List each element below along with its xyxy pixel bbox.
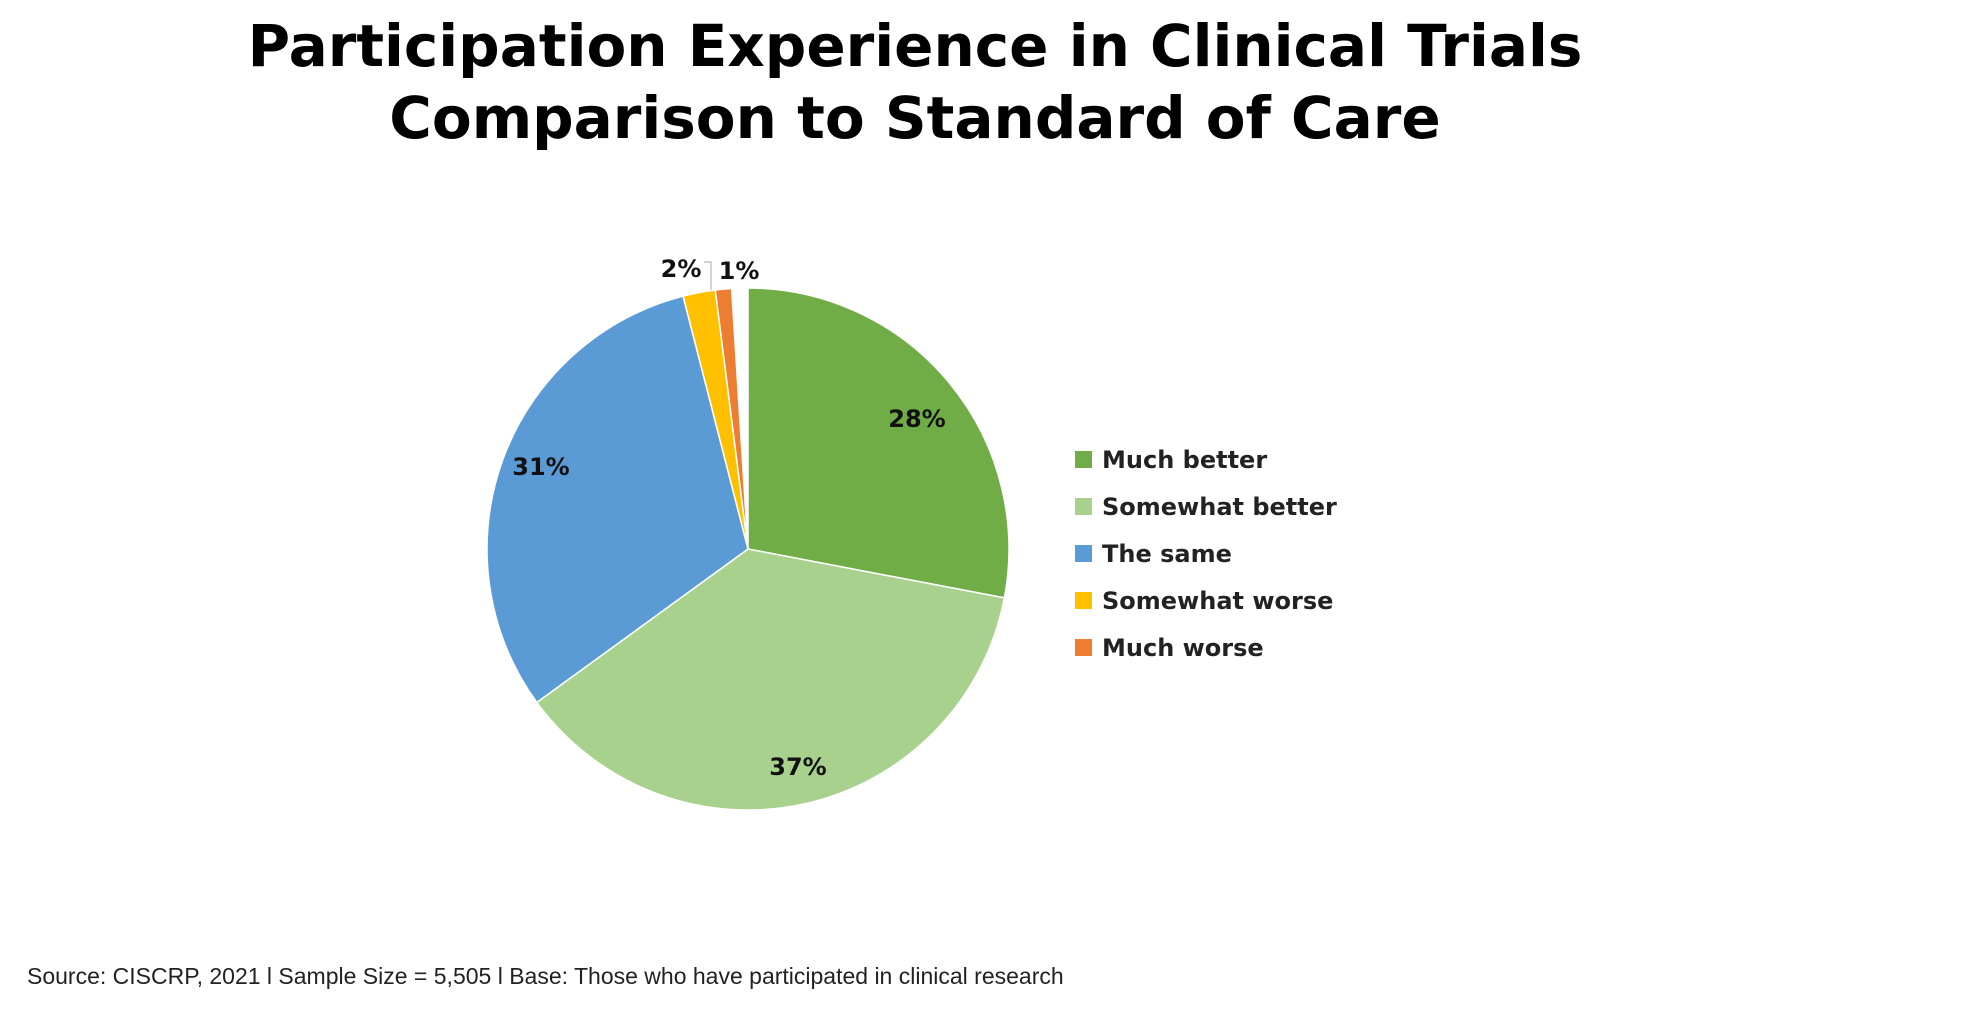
legend-label: Somewhat better xyxy=(1102,492,1337,521)
pie-slice-the-same xyxy=(486,295,749,704)
leader-line xyxy=(704,261,712,290)
data-label: 31% xyxy=(512,453,569,481)
legend: Much better Somewhat better The same Som… xyxy=(1075,436,1337,671)
legend-item-somewhat-worse: Somewhat worse xyxy=(1075,577,1337,624)
data-label: 28% xyxy=(888,405,945,433)
pie-slice-much-better xyxy=(747,287,1010,599)
legend-item-much-better: Much better xyxy=(1075,436,1337,483)
legend-swatch xyxy=(1075,498,1092,515)
pie-slice-much-worse xyxy=(714,287,749,550)
legend-label: Much better xyxy=(1102,445,1268,474)
legend-item-much-worse: Much worse xyxy=(1075,624,1337,671)
pie-slice-somewhat-better xyxy=(535,548,1006,811)
data-label: 2% xyxy=(661,255,702,283)
legend-swatch xyxy=(1075,451,1092,468)
legend-item-somewhat-better: Somewhat better xyxy=(1075,483,1337,530)
legend-swatch xyxy=(1075,592,1092,609)
legend-swatch xyxy=(1075,639,1092,656)
data-label: 37% xyxy=(769,753,826,781)
legend-swatch xyxy=(1075,545,1092,562)
legend-label: Somewhat worse xyxy=(1102,586,1334,615)
legend-label: The same xyxy=(1102,539,1232,568)
legend-label: Much worse xyxy=(1102,633,1264,662)
legend-item-the-same: The same xyxy=(1075,530,1337,577)
chart-subtitle: Comparison to Standard of Care xyxy=(389,84,1441,152)
chart-title: Participation Experience in Clinical Tri… xyxy=(247,12,1583,80)
data-label: 1% xyxy=(719,257,760,285)
source-footnote: Source: CISCRP, 2021 l Sample Size = 5,5… xyxy=(27,963,1064,989)
